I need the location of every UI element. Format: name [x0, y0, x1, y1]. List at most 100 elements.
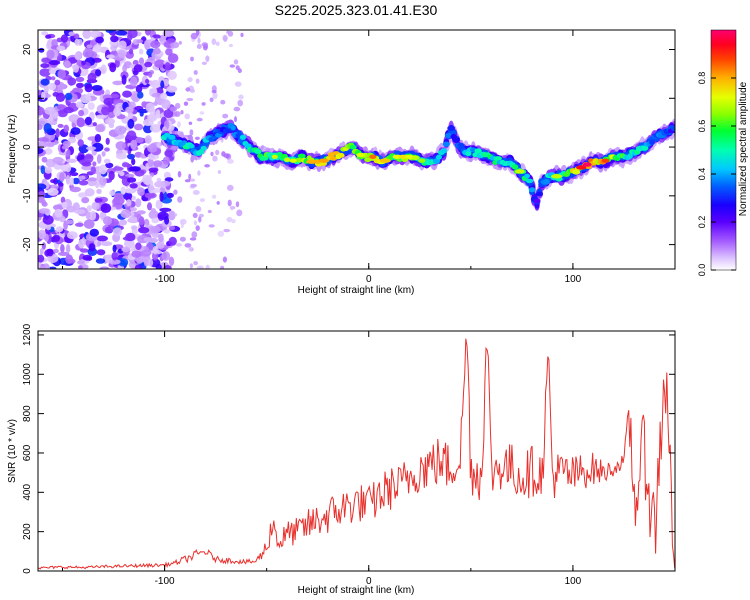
heatmap-cell [44, 148, 53, 155]
heatmap-cell [66, 158, 77, 163]
heatmap-cell [78, 239, 85, 249]
heatmap-ridge-cell [329, 156, 338, 161]
heatmap-cell [151, 92, 163, 98]
heatmap-cell [39, 265, 47, 269]
heatmap-peak-cell [576, 165, 587, 170]
heatmap-cell [153, 101, 158, 106]
heatmap-cell [65, 175, 71, 185]
heatmap-cell [162, 156, 170, 165]
heatmap-cell [69, 177, 74, 186]
heatmap-ridge-cell [474, 148, 482, 154]
heatmap-cell [135, 242, 142, 250]
heatmap-cell [204, 164, 211, 168]
heatmap-cell [201, 42, 209, 47]
heatmap-cell [59, 172, 65, 182]
heatmap-cell [209, 97, 214, 103]
heatmap-cell [166, 85, 178, 93]
heatmap-cell [138, 227, 150, 234]
heatmap-cell [226, 216, 233, 223]
heatmap-cell [227, 184, 234, 191]
heatmap-cell [57, 182, 64, 187]
heatmap-cell [50, 76, 56, 81]
heatmap-cell [147, 113, 158, 122]
y-tick-label: 600 [22, 444, 33, 461]
heatmap-cell [159, 191, 164, 202]
heatmap-cell [163, 109, 174, 118]
heatmap-cell [192, 212, 198, 218]
heatmap-cell [191, 231, 198, 239]
heatmap-cell [115, 141, 126, 151]
heatmap-cell [170, 41, 180, 49]
heatmap-cell [155, 109, 161, 119]
heatmap-cell [199, 198, 205, 203]
heatmap-cell [166, 192, 174, 198]
heatmap-cell [46, 142, 55, 147]
heatmap-cell [148, 167, 159, 173]
heatmap-cell [38, 147, 44, 154]
heatmap-cell [133, 64, 143, 73]
y-tick-label: 1000 [22, 363, 33, 386]
heatmap-cell [72, 87, 84, 95]
heatmap-cell [51, 109, 59, 119]
heatmap-cell [54, 208, 63, 218]
heatmap-cell [96, 188, 102, 194]
heatmap-cell [234, 81, 242, 87]
heatmap-cell [156, 241, 165, 249]
heatmap-cell [82, 254, 93, 261]
heatmap-cell [38, 254, 45, 263]
heatmap-cell [129, 183, 138, 189]
heatmap-cell [199, 111, 205, 115]
heatmap-cell [121, 246, 131, 253]
heatmap-peak-cell [356, 152, 365, 158]
heatmap-cell [96, 235, 109, 242]
heatmap-cell [80, 248, 89, 253]
heatmap-cell [109, 93, 120, 99]
heatmap-cell [126, 130, 137, 141]
heatmap-cell [41, 156, 48, 163]
heatmap-cell [45, 34, 52, 39]
y-tick-label: -10 [22, 188, 33, 203]
heatmap-cell [63, 124, 69, 133]
y-tick-label: 800 [22, 405, 33, 422]
heatmap-cell [177, 196, 183, 203]
heatmap-cell [95, 124, 105, 133]
heatmap-cell [183, 101, 189, 106]
heatmap-cell [58, 251, 70, 256]
heatmap-ridge-cell [436, 154, 442, 160]
heatmap-cell [193, 220, 197, 226]
y-tick-label: 200 [22, 523, 33, 540]
heatmap-cell [104, 147, 110, 152]
heatmap-cell [137, 187, 145, 196]
heatmap-cell [101, 151, 106, 157]
heatmap-cell [240, 32, 244, 38]
spectrogram-frame [37, 29, 676, 270]
heatmap-cell [208, 224, 215, 228]
heatmap-peak-cell [318, 158, 330, 163]
heatmap-cell [212, 194, 217, 199]
heatmap-cell [150, 208, 157, 214]
heatmap-ridge-cell [450, 129, 457, 136]
heatmap-cell [78, 109, 85, 117]
heatmap-cell [52, 156, 64, 164]
heatmap-cell [92, 161, 97, 167]
heatmap-cell [84, 188, 95, 197]
heatmap-cell [112, 196, 125, 206]
heatmap-cell [227, 159, 234, 164]
heatmap-cell [105, 30, 115, 34]
heatmap-cell [189, 178, 196, 182]
heatmap-cell [195, 30, 200, 36]
heatmap-cell [152, 245, 159, 255]
heatmap-cell [174, 111, 181, 117]
heatmap-cell [52, 248, 60, 254]
heatmap-cell [46, 225, 52, 231]
x-tick-label: -100 [155, 274, 175, 285]
heatmap-cell [81, 165, 93, 171]
heatmap-cell [163, 265, 172, 269]
heatmap-cell [150, 225, 161, 234]
heatmap-cell [168, 236, 177, 246]
heatmap-cell [105, 137, 110, 145]
heatmap-peak-cell [551, 174, 563, 179]
heatmap-ridge-cell [297, 153, 306, 159]
